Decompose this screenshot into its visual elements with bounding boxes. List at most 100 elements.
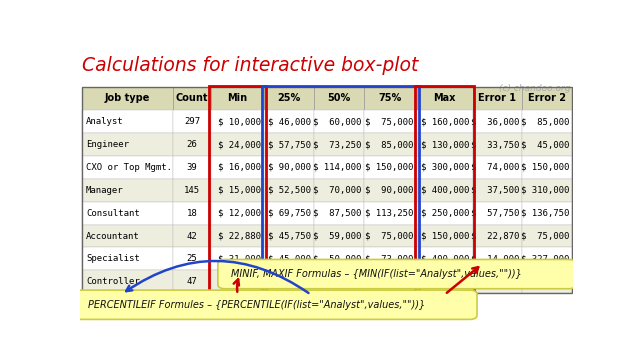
Text: $  41,000: $ 41,000 [471,277,519,286]
Text: 26: 26 [187,140,197,149]
Text: $  33,750: $ 33,750 [471,140,519,149]
Text: $  22,870: $ 22,870 [471,232,519,241]
Bar [82,202,173,224]
Bar [264,248,314,270]
Bar [314,110,364,133]
Bar [173,179,211,202]
Bar [173,248,211,270]
Bar [82,87,173,110]
Text: $ 113,250: $ 113,250 [366,209,414,218]
Text: $  85,000: $ 85,000 [521,117,569,126]
Bar [264,87,314,110]
Bar [473,224,522,248]
Text: $  60,000: $ 60,000 [313,117,361,126]
Bar [264,224,314,248]
Bar [473,110,522,133]
Text: 297: 297 [184,117,200,126]
Text: Manager: Manager [86,186,124,195]
Text: $ 130,000: $ 130,000 [421,140,469,149]
Bar [364,133,417,156]
Bar [473,133,522,156]
Bar [522,224,572,248]
Text: $  85,000: $ 85,000 [366,140,414,149]
Text: $  45,000: $ 45,000 [521,140,569,149]
Text: $ 214,000: $ 214,000 [421,277,469,286]
Text: $ 300,000: $ 300,000 [421,163,469,172]
Text: $ 150,000: $ 150,000 [421,232,469,241]
Bar [173,270,211,293]
Bar [364,202,417,224]
Text: 47: 47 [187,277,197,286]
Text: $ 45,750: $ 45,750 [268,232,311,241]
Text: Job type: Job type [105,93,150,104]
Text: (c) chandoo.org: (c) chandoo.org [499,84,571,93]
Bar [473,179,522,202]
Text: $ 31,000: $ 31,000 [218,254,261,264]
Text: $  14,000: $ 14,000 [471,254,519,264]
Text: Max: Max [433,93,456,104]
Text: $  59,000: $ 59,000 [313,232,361,241]
Bar [415,85,475,294]
Bar [210,85,266,294]
Bar [211,270,264,293]
Text: 39: 39 [187,163,197,172]
Text: $  75,000: $ 75,000 [366,117,414,126]
Text: $ 114,000: $ 114,000 [313,163,361,172]
Text: $  80,000: $ 80,000 [313,277,361,286]
Text: $ 400,000: $ 400,000 [421,254,469,264]
Bar [211,224,264,248]
Text: Min: Min [227,93,248,104]
Bar [364,270,417,293]
Bar [417,110,473,133]
Bar [211,87,264,110]
Bar [364,110,417,133]
Bar [82,87,572,293]
Bar [211,248,264,270]
Bar [522,110,572,133]
Text: Controller: Controller [86,277,140,286]
Text: 75%: 75% [378,93,402,104]
Text: $ 400,000: $ 400,000 [421,186,469,195]
Bar [173,156,211,179]
Bar [173,87,211,110]
Text: $  57,750: $ 57,750 [471,209,519,218]
Bar [264,133,314,156]
Bar [417,202,473,224]
Bar [314,179,364,202]
Text: 25%: 25% [278,93,301,104]
Bar [211,202,264,224]
Bar [364,179,417,202]
Bar [314,156,364,179]
Text: Error 1: Error 1 [478,93,517,104]
Bar [211,179,264,202]
Text: $ 136,750: $ 136,750 [521,209,569,218]
Bar [522,248,572,270]
Bar [211,110,264,133]
Bar [522,87,572,110]
Bar [82,156,173,179]
Bar [82,110,173,133]
Text: 42: 42 [187,232,197,241]
Bar [364,156,417,179]
Bar [417,248,473,270]
Bar [314,133,364,156]
Bar [173,110,211,133]
Text: $ 310,000: $ 310,000 [521,186,569,195]
Bar [173,224,211,248]
Text: $ 24,000: $ 24,000 [218,277,261,286]
Text: Calculations for interactive box-plot: Calculations for interactive box-plot [82,56,419,75]
Bar [522,270,572,293]
FancyBboxPatch shape [75,290,477,319]
Bar [364,87,417,110]
Text: $ 15,000: $ 15,000 [218,186,261,195]
Text: $  90,000: $ 90,000 [366,186,414,195]
Text: $ 57,750: $ 57,750 [268,140,311,149]
Text: Count: Count [176,93,208,104]
Text: $  74,000: $ 74,000 [471,163,519,172]
Text: 145: 145 [184,186,200,195]
Text: $ 160,000: $ 160,000 [421,117,469,126]
Bar [314,270,364,293]
Text: $  36,000: $ 36,000 [471,117,519,126]
Text: 50%: 50% [327,93,350,104]
Bar [473,270,522,293]
